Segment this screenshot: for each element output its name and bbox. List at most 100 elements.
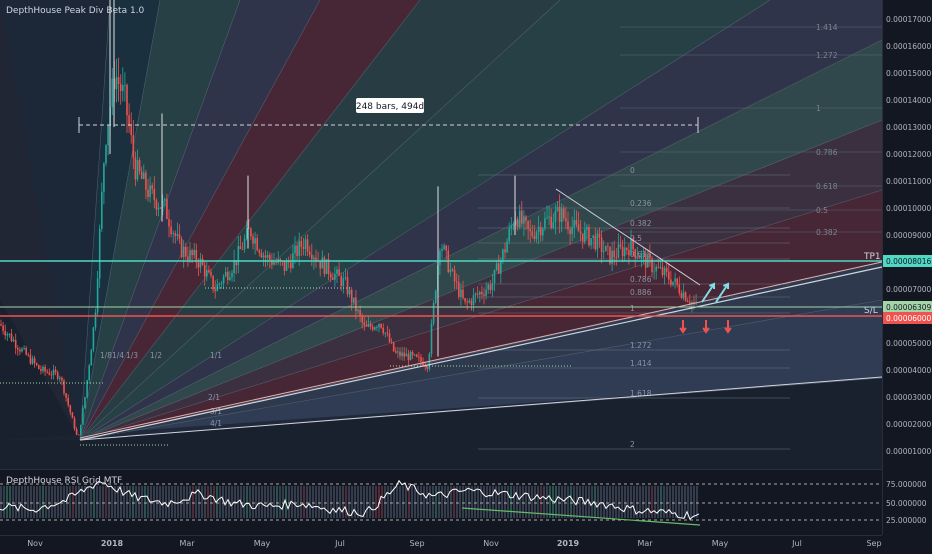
rsi-bar: [567, 486, 569, 518]
candle-body: [655, 266, 657, 272]
candle-body: [397, 351, 399, 353]
fan-line: [79, 39, 883, 441]
rsi-bar: [213, 486, 215, 518]
rsi-bar: [282, 486, 284, 518]
price-tick-label: 0.00014000: [886, 96, 932, 105]
measure-tool[interactable]: 248 bars, 494d: [78, 98, 699, 133]
fib-ext-label: 0.5: [816, 206, 828, 215]
rsi-bar: [477, 486, 479, 518]
candle-body: [399, 351, 401, 357]
rsi-bar: [357, 486, 359, 518]
candle-body: [275, 262, 277, 263]
price-tick-label: 0.00004000: [886, 366, 932, 375]
time-tick-label: Sep: [866, 539, 881, 548]
rsi-bar: [555, 486, 557, 518]
rsi-bar: [348, 486, 350, 518]
fan-label: 1/8: [100, 351, 112, 360]
candle-body: [82, 408, 84, 425]
candle-body: [155, 200, 158, 210]
rsi-bar: [387, 486, 389, 518]
rsi-bar: [318, 486, 320, 518]
rsi-bar: [54, 486, 56, 518]
candle-body: [29, 354, 32, 364]
time-axis[interactable]: Nov 2018 Mar May Jul Sep Nov 2019 Mar May Jul Sep: [0, 535, 932, 550]
candle-body: [224, 271, 227, 277]
candle-body: [407, 353, 410, 361]
rsi-bar: [273, 486, 275, 518]
price-tick-label: 0.00011000: [886, 177, 932, 186]
candle-body: [405, 353, 408, 357]
candle-body: [33, 358, 36, 364]
trendline-resistance[interactable]: [555, 188, 701, 286]
candle-body: [145, 172, 147, 190]
rsi-indicator-label[interactable]: DepthHouse RSI Grid MTF: [6, 476, 122, 486]
rsi-bar: [621, 486, 623, 518]
fib-level-label: 0.886: [630, 288, 652, 297]
rsi-bar: [63, 486, 65, 518]
candle-body: [260, 252, 263, 258]
candle-body: [434, 290, 437, 304]
trendline-lower[interactable]: [79, 376, 883, 441]
rsi-bar: [345, 486, 347, 518]
candle-body: [73, 418, 76, 429]
fan-line: [79, 119, 883, 441]
candle-body: [665, 267, 668, 272]
rsi-tick-label: 75.000000: [886, 480, 927, 489]
fan-wedge-left: [0, 0, 80, 440]
candle-body: [96, 278, 99, 313]
candle-body: [483, 294, 485, 296]
candle-body: [350, 289, 353, 303]
candle-body: [378, 323, 380, 328]
candle-body: [537, 226, 540, 233]
candle-body: [17, 348, 19, 350]
candle-body: [151, 185, 153, 190]
rsi-bar: [198, 486, 200, 518]
candle-body: [239, 246, 242, 250]
rsi-bar: [405, 486, 407, 518]
tp1-price-value: 0.00008016: [886, 257, 932, 266]
trendline-support-2[interactable]: [79, 261, 883, 439]
candle-body: [185, 246, 187, 257]
rsi-bar: [126, 486, 128, 518]
main-indicator-label[interactable]: DepthHouse Peak Div Beta 1.0: [6, 6, 145, 16]
candle-body: [626, 247, 628, 251]
candle-body: [413, 354, 416, 356]
candle-body: [304, 239, 307, 249]
candle-body: [134, 157, 137, 180]
candle-body: [668, 271, 670, 280]
fib-level-label: 1.618: [630, 389, 652, 398]
fib-level-label: 0.382: [630, 219, 652, 228]
rsi-bar: [543, 486, 545, 518]
candle-body: [321, 257, 324, 269]
candle-body: [672, 281, 674, 285]
candle-body: [460, 289, 462, 298]
rsi-bar: [480, 486, 482, 518]
trendline-support[interactable]: [79, 266, 883, 441]
rsi-bar: [495, 486, 497, 518]
candle-body: [63, 380, 65, 394]
candle-body: [264, 255, 267, 258]
candle-body: [630, 239, 632, 256]
candle-body: [119, 84, 122, 92]
rsi-bar: [360, 486, 362, 518]
rsi-bar: [654, 486, 656, 518]
candle-body: [245, 228, 248, 239]
candle-body: [575, 220, 578, 225]
rsi-bar: [429, 486, 431, 518]
rsi-bar: [78, 486, 80, 518]
rsi-bar: [669, 486, 671, 518]
time-tick-label: Jul: [334, 539, 345, 548]
arrow-up-1-head: [708, 282, 716, 290]
candle-body: [252, 236, 254, 244]
price-axis[interactable]: 0.00017000 0.00016000 0.00015000 0.00014000…: [882, 0, 932, 550]
candle-body: [458, 282, 460, 298]
candle-body: [94, 312, 97, 328]
rsi-bar: [204, 486, 206, 518]
rsi-bar: [363, 486, 365, 518]
fan-line: [79, 299, 883, 441]
candle-body: [420, 357, 422, 362]
rsi-bar: [6, 486, 8, 518]
candle-body: [149, 185, 151, 198]
